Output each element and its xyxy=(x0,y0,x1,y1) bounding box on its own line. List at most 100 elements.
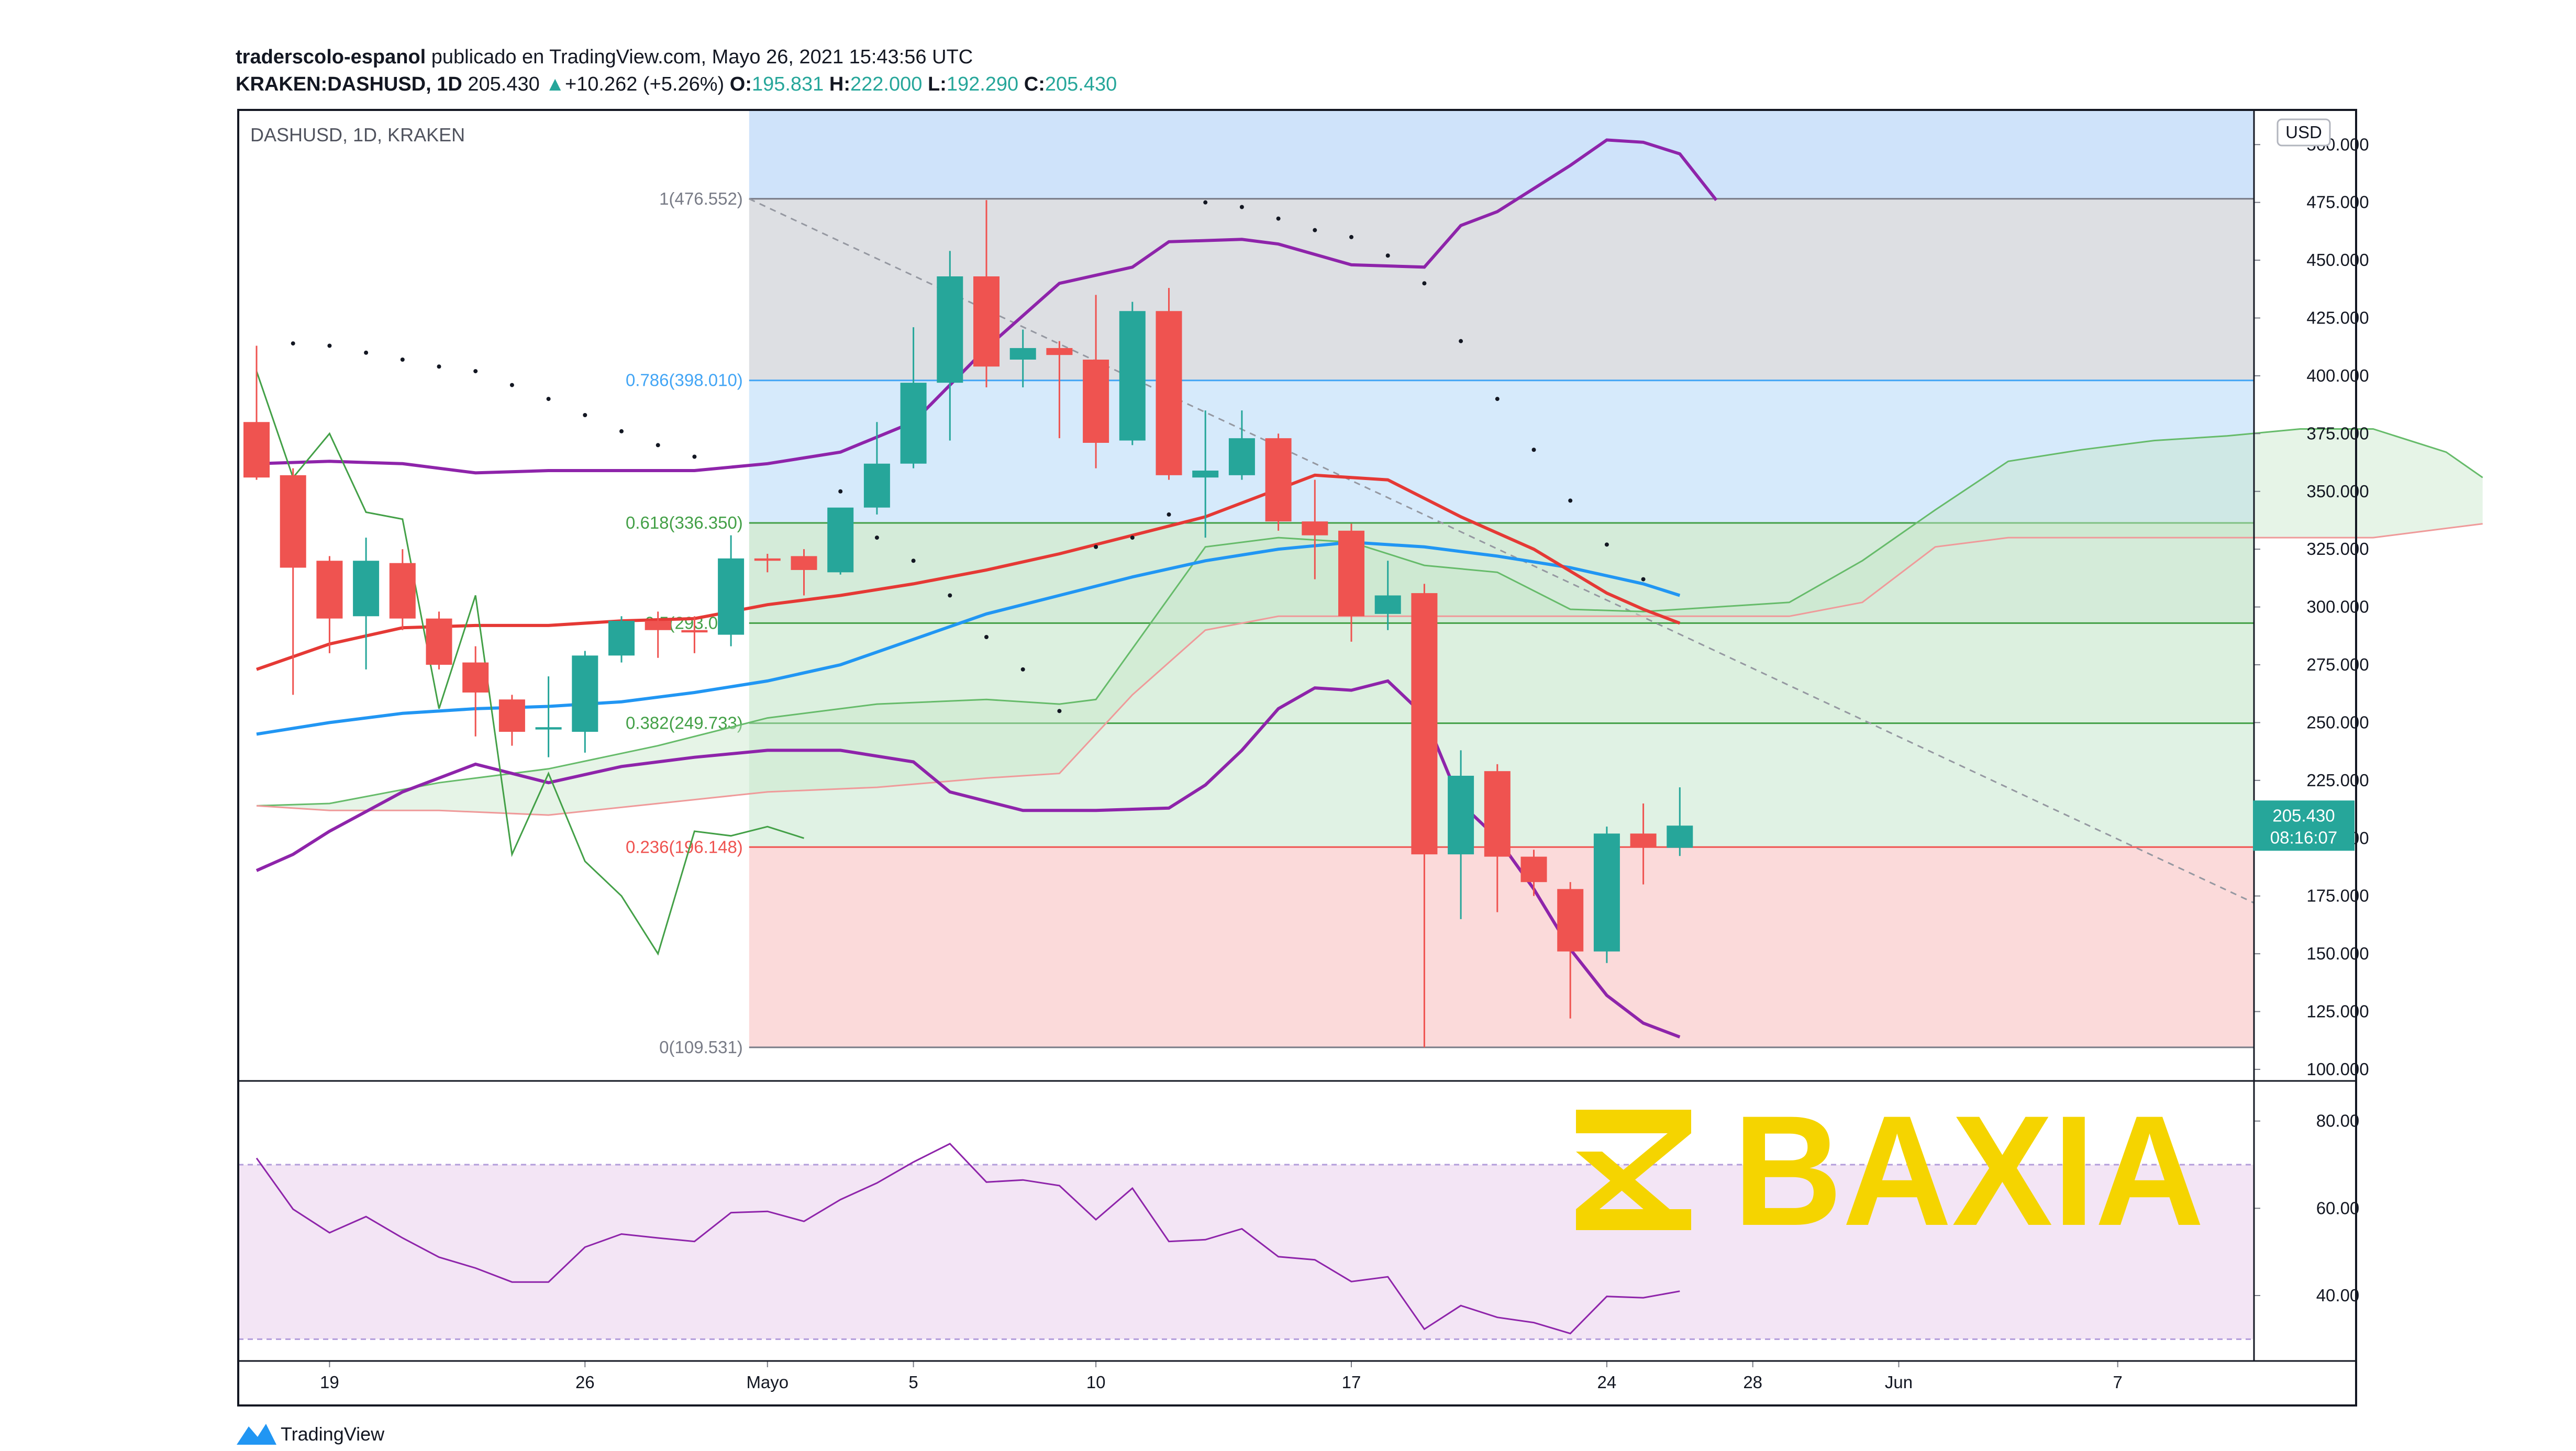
candle xyxy=(389,549,416,630)
candle-body xyxy=(1046,348,1073,355)
fib-level-label: 0.236(196.148) xyxy=(626,837,743,856)
indicator-lines xyxy=(256,138,1718,1039)
price-tick-label: 300.000 xyxy=(2306,597,2369,617)
fib-trend-line xyxy=(749,198,2255,904)
cloud-fill xyxy=(257,429,2483,816)
time-tick-label: 5 xyxy=(908,1372,918,1392)
candle xyxy=(572,651,598,753)
price-tick-label: 125.000 xyxy=(2306,1002,2369,1021)
psar-dot xyxy=(1313,228,1317,232)
candle-body xyxy=(498,699,525,732)
open-label: O: xyxy=(729,73,752,95)
tradingview-icon xyxy=(237,1424,276,1445)
candle-body xyxy=(681,630,708,633)
candle xyxy=(1411,584,1438,1047)
baxia-wordmark: BAXIA xyxy=(1733,1082,2204,1258)
candle-body xyxy=(1338,530,1364,617)
psar-dot xyxy=(1057,709,1062,713)
price-tick-label: 350.000 xyxy=(2306,482,2369,501)
candle xyxy=(1448,750,1474,919)
psar-dot xyxy=(1385,253,1390,258)
candle-body xyxy=(973,276,1000,367)
fib-top-zone xyxy=(749,110,2254,199)
candle xyxy=(791,549,817,596)
time-tick-label: Jun xyxy=(1885,1372,1913,1392)
price-tick-label: 250.000 xyxy=(2306,712,2369,732)
candle xyxy=(1667,787,1693,856)
psar-dot xyxy=(1568,498,1573,503)
low-label: L: xyxy=(927,73,947,95)
candle-body xyxy=(426,618,452,665)
fib-zone xyxy=(749,198,2254,381)
psar-dot xyxy=(291,341,295,346)
candle xyxy=(937,251,963,441)
senkou-span-a xyxy=(256,428,2483,807)
fast-moving-average-line xyxy=(256,473,1681,671)
rsi-pane[interactable] xyxy=(238,1143,2254,1340)
candle-body xyxy=(1083,360,1109,443)
candle-body xyxy=(827,507,854,573)
fibonacci-retracement[interactable]: 1(476.552) 0.786(398.010) 0.618(336.350) 0.… xyxy=(626,110,2255,1057)
candle xyxy=(973,200,1000,387)
candlestick-series[interactable] xyxy=(243,200,1693,1047)
psar-dot xyxy=(948,593,952,598)
candle-body xyxy=(937,276,963,383)
candle-body xyxy=(1119,311,1146,441)
candle-body xyxy=(1484,771,1511,857)
candle-body xyxy=(535,727,562,730)
publish-info: traderscolo-espanol publicado en Trading… xyxy=(236,46,973,69)
candle-body xyxy=(1411,593,1438,855)
candle xyxy=(1338,523,1364,642)
candle xyxy=(1119,302,1146,445)
psar-dot xyxy=(692,454,697,459)
symbol-name: KRAKEN:DASHUSD, 1D xyxy=(236,73,462,95)
badge-countdown: 08:16:07 xyxy=(2270,828,2337,847)
price-change: +10.262 (+5.26%) xyxy=(564,73,725,95)
pane-title: DASHUSD, 1D, KRAKEN xyxy=(250,124,465,146)
fib-zone xyxy=(749,380,2254,523)
last-price: 205.430 xyxy=(468,73,540,95)
price-tick-label: 450.000 xyxy=(2306,250,2369,270)
psar-dot xyxy=(546,397,551,401)
tradingview-logo[interactable]: TradingView xyxy=(237,1423,385,1445)
candle xyxy=(1593,827,1620,963)
price-tick-label: 325.000 xyxy=(2306,539,2369,559)
rsi-tick-label: 40.00 xyxy=(2316,1286,2360,1305)
candle xyxy=(462,646,489,736)
candle xyxy=(280,468,306,695)
up-arrow-icon: ▲ xyxy=(545,73,565,95)
psar-dot xyxy=(1349,235,1353,239)
lagging-span-line xyxy=(256,371,804,956)
author-name[interactable]: traderscolo-espanol xyxy=(236,46,426,68)
candle-body xyxy=(462,662,489,693)
candle xyxy=(1265,433,1292,531)
high-label: H: xyxy=(829,73,850,95)
price-tick-label: 400.000 xyxy=(2306,366,2369,385)
psar-dot xyxy=(1495,397,1500,401)
candle-body xyxy=(791,556,817,570)
candle xyxy=(863,422,890,515)
time-tick-label: 24 xyxy=(1597,1372,1617,1392)
candle xyxy=(1630,803,1657,885)
psar-dot xyxy=(1641,577,1646,582)
psar-dot xyxy=(509,383,514,387)
psar-dot xyxy=(1531,448,1536,452)
fib-level-label: 1(476.552) xyxy=(659,189,743,208)
candle xyxy=(1302,479,1328,579)
candle xyxy=(718,535,745,646)
candle xyxy=(1374,561,1401,630)
psar-dot xyxy=(1459,339,1463,343)
candle-body xyxy=(863,463,890,508)
currency-label[interactable]: USD xyxy=(2277,118,2331,147)
psar-dot xyxy=(583,413,587,417)
price-tick-label: 375.000 xyxy=(2306,423,2369,443)
candle xyxy=(316,556,343,653)
candle xyxy=(243,345,270,480)
candle xyxy=(498,695,525,746)
candle xyxy=(645,611,671,658)
baxia-icon xyxy=(1576,1110,1691,1230)
psar-dot xyxy=(619,429,624,433)
candle-body xyxy=(1630,833,1657,847)
published-text: publicado en TradingView.com, Mayo 26, 2… xyxy=(431,46,973,68)
